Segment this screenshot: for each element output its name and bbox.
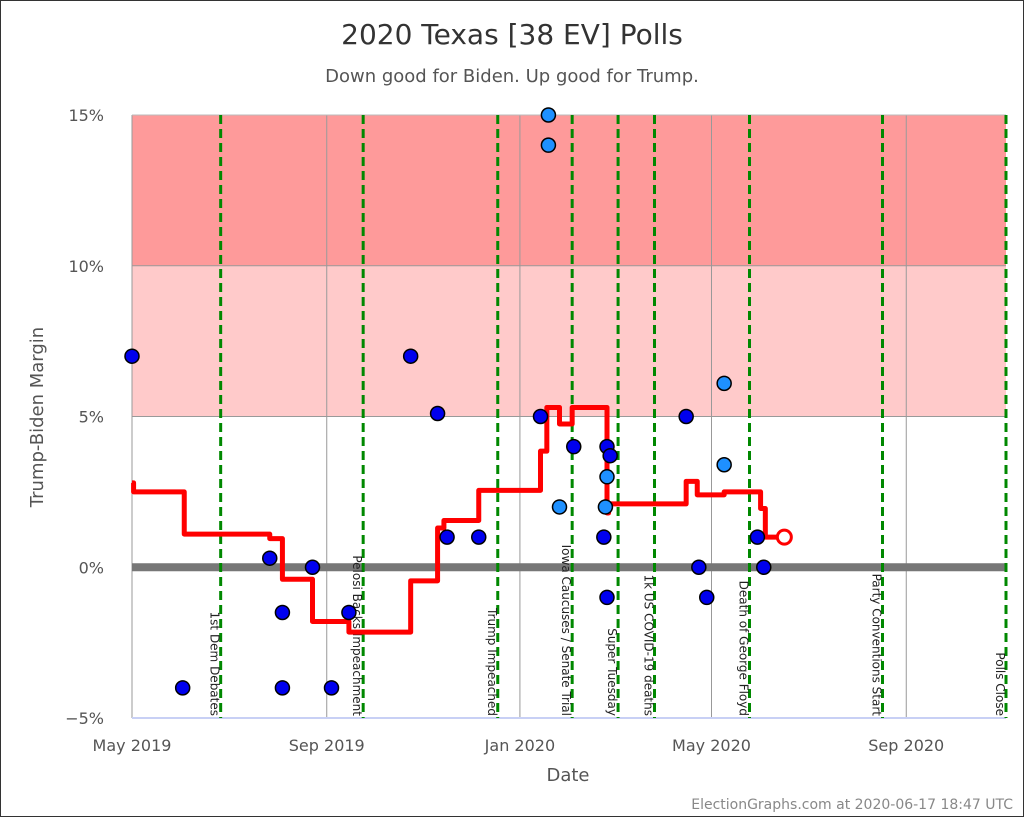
y-tick-label: 0% [79, 558, 104, 577]
footer-credit: ElectionGraphs.com at 2020-06-17 18:47 U… [691, 797, 1013, 813]
poll-point [699, 589, 715, 606]
event-label: Death of George Floyd [737, 581, 751, 716]
current-average-marker [775, 528, 793, 546]
poll-point [439, 529, 455, 545]
event-label: Polls Close [993, 652, 1007, 716]
poll-point [756, 559, 772, 575]
poll-point [429, 405, 446, 422]
poll-average-line [131, 404, 785, 635]
x-tick-label: Sep 2019 [289, 736, 365, 755]
poll-point [551, 499, 568, 515]
y-tick-label: −5% [65, 709, 104, 728]
poll-point [323, 680, 340, 696]
poll-point [274, 680, 291, 696]
poll-point [691, 559, 707, 575]
poll-point [341, 604, 357, 621]
x-tick-label: Sep 2020 [868, 736, 944, 755]
poll-point [540, 137, 557, 153]
poll-point [749, 529, 766, 545]
event-label: Party Conventions Start [870, 574, 884, 717]
x-tick-label: May 2019 [93, 736, 172, 755]
event-label: Pelosi Backs Impeachment [350, 555, 364, 716]
poll-point [402, 348, 419, 364]
event-label: 1k US COVID-19 deaths [642, 574, 656, 716]
poll-point [304, 559, 321, 575]
margin-band [132, 115, 1006, 266]
poll-point [599, 589, 615, 606]
poll-point [599, 469, 615, 485]
event-label: Iowa Caucuses / Senate Trial [559, 545, 573, 716]
poll-point [596, 529, 612, 545]
y-tick-label: 10% [68, 257, 104, 276]
poll-point [262, 550, 278, 566]
poll-point [471, 529, 487, 545]
poll-point [716, 456, 732, 473]
poll-point [124, 348, 140, 364]
poll-point [602, 447, 618, 464]
poll-point [597, 499, 614, 515]
poll-point [678, 408, 694, 425]
x-tick-label: Jan 2020 [484, 736, 555, 755]
x-tick-label: May 2020 [672, 736, 751, 755]
x-axis-label: Date [546, 765, 589, 786]
poll-point [532, 408, 549, 425]
poll-point [174, 680, 191, 696]
poll-point [566, 438, 582, 455]
y-axis-label: Trump-Biden Margin [27, 327, 48, 508]
event-label: Trump Impeached [485, 607, 499, 716]
poll-point [716, 375, 732, 392]
event-label: Super Tuesday [605, 628, 619, 716]
poll-point [540, 107, 557, 123]
chart-subtitle: Down good for Biden. Up good for Trump. [325, 66, 699, 87]
poll-point [274, 604, 291, 621]
margin-band [132, 265, 1006, 417]
event-label: 1st Dem Debates [208, 612, 222, 716]
y-tick-label: 15% [68, 106, 104, 125]
y-tick-label: 5% [79, 408, 104, 427]
chart-title: 2020 Texas [38 EV] Polls [341, 18, 683, 51]
